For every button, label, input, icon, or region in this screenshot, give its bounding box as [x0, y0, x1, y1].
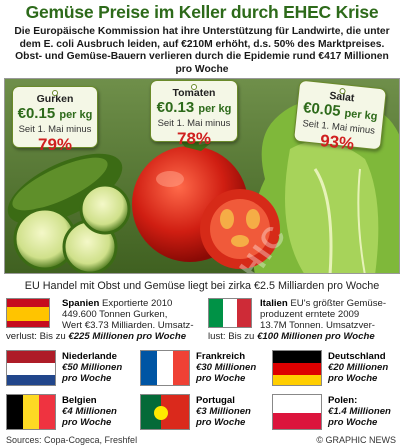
trade-summary: EU Handel mit Obst und Gemüse liegt bei … [24, 280, 380, 292]
tag-percent: 78% [176, 129, 212, 148]
country-name: Polen: [328, 395, 358, 406]
country-name: Frankreich [196, 351, 246, 362]
italy-flag-icon [208, 298, 252, 328]
tag-price: €0.13 per kg [156, 99, 232, 116]
italy-text: Italien EU's größter Gemüse- produzent e… [208, 298, 387, 342]
loss-amount: €225 Millionen pro Woche [68, 331, 187, 342]
belgium-flag-icon [6, 394, 56, 430]
portugal-flag-icon [140, 394, 190, 430]
loss-amount: €100 Millionen pro Woche [257, 331, 375, 342]
intro-text: Die Europäische Kommission hat ihre Unte… [14, 26, 390, 75]
portugal-text: Portugal €3 Millionen pro Woche [196, 395, 266, 428]
spain-flag-icon [6, 298, 50, 328]
tag-hole-icon [191, 84, 197, 90]
germany-text: Deutschland €20 Millionen pro Woche [328, 351, 402, 384]
page-title: Gemüse Preise im Keller durch EHEC Krise [25, 2, 379, 22]
country-name: Niederlande [62, 351, 117, 362]
netherlands-flag-icon [6, 350, 56, 386]
tag-hole-icon [52, 90, 58, 96]
france-text: Frankreich €30 Millionen pro Woche [196, 351, 266, 384]
germany-flag-icon [272, 350, 322, 386]
belgium-text: Belgien €4 Millionen pro Woche [62, 395, 132, 428]
loss-amount: €4 Millionen [62, 406, 117, 417]
loss-amount: €1.4 Millionen [328, 406, 391, 417]
price-tag-tomaten: Tomaten €0.13 per kg Seit 1. Mai minus 7… [150, 80, 238, 148]
poland-flag-icon [272, 394, 322, 430]
spain-text: Spanien Exportierte 2010 449.600 Tonnen … [6, 298, 194, 342]
loss-amount: €20 Millionen [328, 362, 389, 373]
tag-since: Seit 1. Mai minus [157, 118, 231, 129]
loss-amount: €3 Millionen [196, 406, 251, 417]
loss-amount: €50 Millionen [62, 362, 123, 373]
sources: Sources: Copa-Cogeca, Freshfel [6, 435, 138, 445]
poland-text: Polen: €1.4 Millionen pro Woche [328, 395, 402, 428]
country-name: Spanien [62, 298, 100, 309]
tag-percent: 79% [37, 135, 73, 154]
country-name: Italien [260, 298, 288, 309]
tag-price: €0.15 per kg [17, 105, 93, 122]
tag-name: Tomaten [172, 87, 216, 99]
price-tag-salat: Salat €0.05 per kg Seit 1. Mai minus 93% [293, 79, 387, 154]
tag-name: Gurken [36, 93, 74, 105]
country-name: Portugal [196, 395, 235, 406]
credit: © GRAPHIC NEWS [316, 435, 396, 445]
price-tag-gurken: Gurken €0.15 per kg Seit 1. Mai minus 79… [12, 86, 98, 154]
country-name: Belgien [62, 395, 97, 406]
tag-since: Seit 1. Mai minus [18, 124, 92, 135]
country-name: Deutschland [328, 351, 386, 362]
france-flag-icon [140, 350, 190, 386]
loss-amount: €30 Millionen [196, 362, 257, 373]
netherlands-text: Niederlande €50 Millionen pro Woche [62, 351, 132, 384]
